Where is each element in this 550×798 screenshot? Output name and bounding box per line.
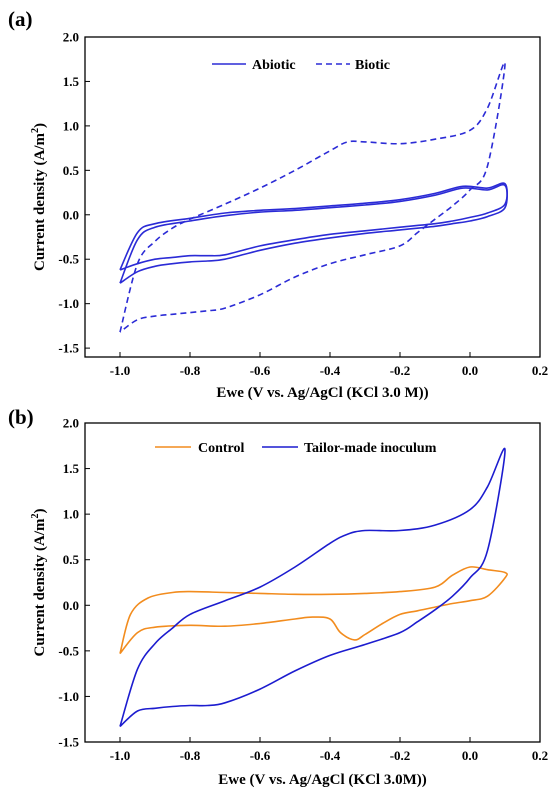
legend-label: Tailor-made inoculum <box>304 441 437 456</box>
y-axis-title: Current density (A/m2) <box>30 123 48 271</box>
x-tick-label: -0.2 <box>390 748 411 763</box>
x-axis-title: Ewe (V vs. Ag/AgCl (KCl 3.0 M)) <box>216 385 428 401</box>
y-tick-label: 1.0 <box>63 118 79 133</box>
y-axis-title-superscript: 2 <box>30 513 41 518</box>
y-tick-label: 0.5 <box>63 163 80 178</box>
y-axis-title-close: ) <box>32 123 48 128</box>
plot-frame <box>84 36 541 358</box>
y-tick-label: 1.5 <box>63 461 80 476</box>
y-tick-label: 1.0 <box>63 507 79 522</box>
x-tick-label: -0.2 <box>390 363 411 378</box>
series-line-biotic <box>119 61 506 333</box>
y-tick-label: -1.5 <box>58 735 79 750</box>
x-tick-label: -0.8 <box>180 748 201 763</box>
y-tick-label: 2.0 <box>63 416 79 431</box>
panel-label: (a) <box>8 7 33 31</box>
series-line-tailor-made-inoculum <box>119 447 506 728</box>
x-tick-label: -1.0 <box>110 748 131 763</box>
y-axis-title-main: Current density (A/m <box>32 518 48 657</box>
y-tick-label: 0.0 <box>63 598 79 613</box>
series-line-abiotic <box>119 183 508 284</box>
panel-b: (b) -1.0 -0.8 -0.6 -0.4 -0.2 0.0 0.2 -1.5 -1.0 -0.… <box>8 405 548 788</box>
y-tick-label: -1.0 <box>58 689 79 704</box>
legend-label: Control <box>198 441 245 456</box>
y-tick-label: 0.5 <box>63 552 80 567</box>
x-axis-title: Ewe (V vs. Ag/AgCl (KCl 3.0M)) <box>218 772 426 788</box>
x-tick-label: -1.0 <box>110 363 131 378</box>
x-tick-label: -0.6 <box>250 748 271 763</box>
x-tick-label: 0.2 <box>532 363 548 378</box>
y-tick-label: -0.5 <box>58 643 79 658</box>
x-tick-label: 0.2 <box>532 748 548 763</box>
y-axis-title-main: Current density (A/m <box>32 132 48 271</box>
x-tick-label: -0.6 <box>250 363 271 378</box>
plot-frame <box>84 422 541 743</box>
y-axis-title-close: ) <box>32 508 48 513</box>
y-tick-label: -0.5 <box>58 252 79 267</box>
y-tick-label: 0.0 <box>63 207 79 222</box>
plot-area <box>119 447 508 728</box>
legend-label: Abiotic <box>252 58 296 73</box>
panel-a: (a) -1.0 -0.8 -0.6 -0.4 -0.2 0.0 0.2 -1.5 -1.0 -0.… <box>8 7 548 401</box>
plot-area <box>119 61 508 333</box>
x-tick-label: -0.4 <box>320 363 341 378</box>
series-line-control <box>119 566 508 655</box>
legend-label: Biotic <box>355 58 390 73</box>
x-tick-label: -0.8 <box>180 363 201 378</box>
y-axis-title: Current density (A/m2) <box>30 508 48 656</box>
panel-label: (b) <box>8 405 34 429</box>
y-tick-label: -1.0 <box>58 296 79 311</box>
y-tick-label: 1.5 <box>63 74 80 89</box>
x-tick-label: 0.0 <box>462 363 478 378</box>
x-tick-label: -0.4 <box>320 748 341 763</box>
y-tick-label: -1.5 <box>58 341 79 356</box>
x-tick-label: 0.0 <box>462 748 478 763</box>
y-axis-title-superscript: 2 <box>30 128 41 133</box>
series-line-abiotic <box>119 182 508 271</box>
y-tick-label: 2.0 <box>63 30 79 45</box>
